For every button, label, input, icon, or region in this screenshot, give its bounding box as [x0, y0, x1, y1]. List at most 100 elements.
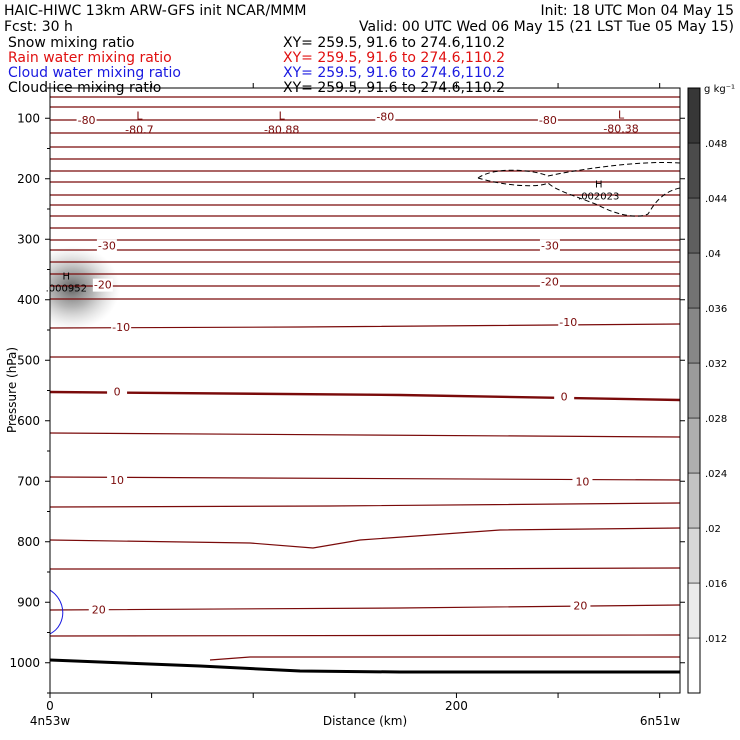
contour-label: -30 — [541, 239, 559, 252]
contour-label: -20 — [541, 276, 559, 289]
y-tick-label: 100 — [17, 111, 40, 125]
contour-label: 0 — [561, 391, 568, 404]
colorbar-label: .028 — [705, 414, 727, 425]
isotherm-line — [50, 567, 680, 570]
y-tick-label: 500 — [17, 353, 40, 367]
low-value: -80.38 — [603, 122, 638, 135]
cloud-ice-shading — [50, 246, 120, 330]
colorbar-label: .016 — [705, 579, 727, 590]
contour-label: 10 — [575, 475, 589, 488]
isotherm-line — [50, 390, 680, 402]
low-marker: L — [279, 110, 286, 123]
colorbar-swatch — [687, 637, 701, 694]
contour-label: -10 — [112, 321, 130, 334]
x-tick-label: 0 — [46, 699, 54, 713]
low-value: -80.7 — [125, 124, 153, 137]
y-tick-label: 800 — [17, 535, 40, 549]
contour-label-bg — [88, 603, 109, 617]
contour-label: -10 — [559, 316, 577, 329]
contour-label: -80 — [376, 110, 394, 123]
contour-label-bg — [554, 390, 575, 404]
colorbar-swatch — [687, 417, 701, 474]
isotherm-line — [50, 502, 680, 508]
isotherm-line — [50, 432, 680, 438]
contour-label-bg — [539, 275, 560, 289]
colorbar-unit: g kg⁻¹ — [704, 84, 735, 95]
isotherm-line — [50, 323, 680, 329]
low-marker: L — [136, 110, 143, 123]
y-tick-label: 700 — [17, 474, 40, 488]
colorbar-frame — [687, 87, 701, 694]
high-value: .002023 — [578, 192, 619, 203]
high-marker: H — [595, 180, 603, 191]
cloud-ice-contour — [477, 162, 680, 217]
valid-time: Valid: 00 UTC Wed 06 May 15 (21 LST Tue … — [359, 19, 734, 35]
contour-label-bg — [570, 599, 591, 613]
isotherm-line — [50, 634, 680, 637]
field-legend: Snow mixing ratio XY= 259.5, 91.6 to 274.… — [8, 35, 505, 96]
colorbar-swatch — [687, 582, 701, 639]
high-marker: H — [62, 272, 70, 283]
y-tick-label: 1000 — [9, 656, 40, 670]
contour-label: 20 — [573, 599, 587, 612]
contour-label: -80 — [78, 114, 96, 127]
contour-label-bg — [111, 320, 132, 334]
colorbar-label: .036 — [705, 304, 727, 315]
y-tick-label: 300 — [17, 232, 40, 246]
left-endpoint-label: 4n53w — [30, 714, 71, 728]
field-name: Snow mixing ratio — [8, 35, 134, 51]
colorbar-swatch — [687, 87, 701, 144]
contour-label: -20 — [94, 279, 112, 292]
forecast-hour: Fcst: 30 h — [4, 19, 73, 35]
colorbar-label: .04 — [705, 249, 721, 260]
colorbar: .012 .016 .02 .024 .028 .032 .036 .04 .044 .048 — [687, 87, 727, 694]
contour-label-bg — [537, 114, 558, 128]
y-tick-label: 200 — [17, 172, 40, 186]
field-xy: XY= 259.5, 91.6 to 274.6,110.2 — [283, 65, 505, 81]
contour-label: 0 — [114, 386, 121, 399]
init-time: Init: 18 UTC Mon 04 May 15 — [541, 3, 734, 19]
field-xy: XY= 259.5, 91.6 to 274.6,110.2 — [283, 50, 505, 66]
low-marker: L — [618, 108, 625, 121]
contour-label-bg — [107, 474, 128, 488]
x-axis-ticks: 0 20 0 — [46, 83, 661, 713]
contour-label-bg — [107, 385, 128, 399]
colorbar-swatch — [687, 252, 701, 309]
contour-label-bg — [572, 475, 593, 489]
contour-label-bg — [558, 316, 579, 330]
colorbar-swatch — [687, 142, 701, 199]
colorbar-label: .032 — [705, 359, 727, 370]
contour-label-bg — [92, 278, 113, 292]
contour-label: 20 — [92, 604, 106, 617]
field-name: Cloud water mixing ratio — [8, 65, 181, 81]
surface-terrain-line — [50, 658, 680, 674]
high-value: .000952 — [46, 284, 87, 295]
colorbar-swatch — [687, 307, 701, 364]
contour-label: -80 — [539, 114, 557, 127]
contour-label: -30 — [98, 239, 116, 252]
cloud-water-contour — [50, 589, 64, 635]
colorbar-swatch — [687, 362, 701, 419]
colorbar-label: .048 — [705, 139, 727, 150]
colorbar-label: .024 — [705, 469, 727, 480]
contour-label-bg — [539, 239, 560, 253]
y-tick-label: 900 — [17, 595, 40, 609]
low-value: -80.88 — [264, 124, 299, 137]
contour-label-bg — [375, 110, 396, 124]
colorbar-swatch — [687, 472, 701, 529]
isotherm-line — [209, 656, 680, 661]
field-xy: XY= 259.5, 91.6 to 274.6,110.2 — [283, 35, 505, 51]
colorbar-label: .02 — [705, 524, 721, 535]
right-endpoint-label: 6n51w — [640, 714, 681, 728]
colorbar-swatch — [687, 527, 701, 584]
contour-label-bg — [96, 239, 117, 253]
isotherm-line — [50, 527, 680, 549]
y-tick-label: 400 — [17, 293, 40, 307]
x-axis-label: Distance (km) — [323, 714, 407, 728]
field-name: Rain water mixing ratio — [8, 50, 172, 66]
y-tick-label: 600 — [17, 414, 40, 428]
contour-label: 10 — [110, 474, 124, 487]
